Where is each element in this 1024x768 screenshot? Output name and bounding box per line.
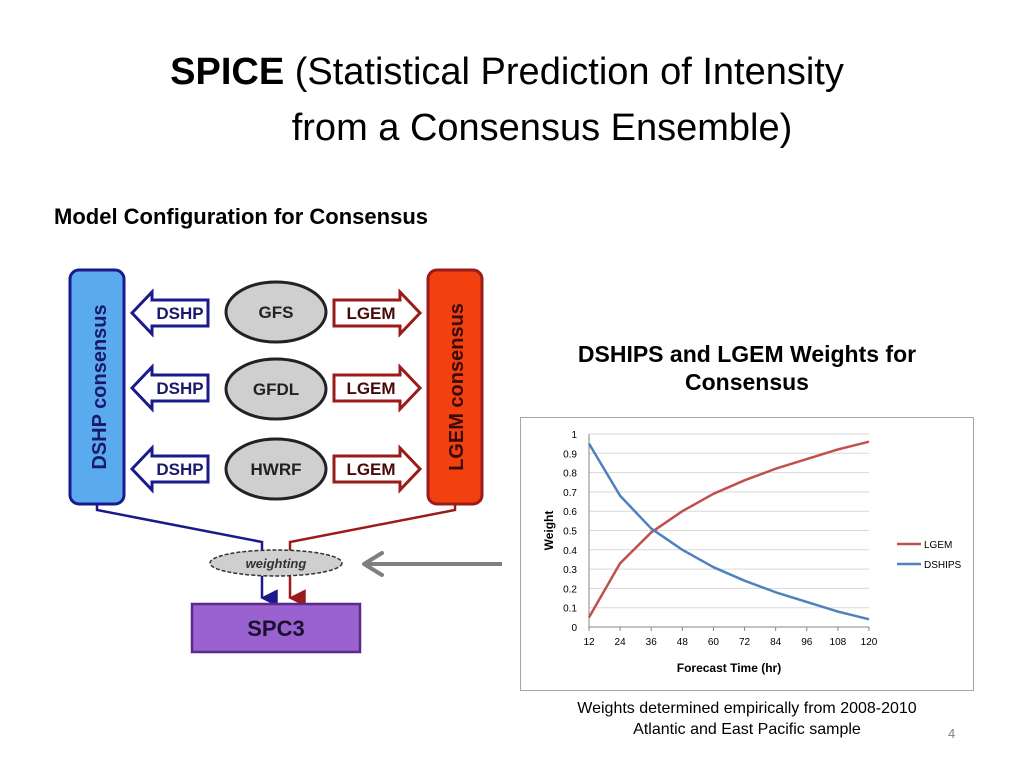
model-oval-gfs — [224, 280, 328, 344]
model-row-hwrf: DSHP HWRF LGEM — [129, 437, 423, 501]
lgem-arrow-gfs — [332, 288, 423, 338]
dshp-arrow-gfs — [129, 288, 210, 338]
chart-note-line2: Atlantic and East Pacific sample — [633, 721, 861, 738]
lgem-arrow-label-hwrf: LGEM — [346, 460, 395, 479]
legend-label-lgem: LGEM — [924, 540, 952, 551]
y-tick-label: 0.1 — [563, 604, 577, 615]
title-expansion-line2: from a Consensus Ensemble) — [291, 107, 793, 149]
chart-note-line1: Weights determined empirically from 2008… — [577, 700, 917, 717]
chart-frame: 0 0.1 0.2 0.3 0.4 0.5 0.6 0.7 0.8 0.9 1 12 24 36 48 60 7… — [520, 417, 974, 691]
dshp-arrow-label-gfs: DSHP — [156, 304, 203, 323]
model-label-gfs: GFS — [259, 303, 294, 322]
x-axis-label: Forecast Time (hr) — [677, 661, 781, 675]
y-tick-label: 0.3 — [563, 565, 577, 576]
legend-label-dships: DSHIPS — [924, 560, 962, 571]
model-oval-hwrf — [224, 437, 328, 501]
x-tick-label: 72 — [739, 637, 751, 648]
x-tick-label: 60 — [708, 637, 720, 648]
chart-heading: DSHIPS and LGEM Weights for Consensus — [577, 341, 917, 395]
y-tick-label: 0.5 — [563, 527, 577, 538]
y-tick-label: 1 — [571, 430, 577, 441]
x-tick-label: 24 — [615, 637, 627, 648]
y-tick-label: 0.9 — [563, 449, 577, 460]
title-expansion-line1: (Statistical Prediction of Intensity — [284, 51, 844, 93]
y-tick-label: 0.2 — [563, 584, 577, 595]
title-acronym: SPICE — [170, 51, 285, 93]
y-tick-label: 0.8 — [563, 469, 577, 480]
pointer-arrow-head — [362, 551, 384, 577]
section-heading: Model Configuration for Consensus — [54, 204, 428, 229]
model-oval-gfdl — [224, 357, 328, 421]
lgem-arrow-label-gfs: LGEM — [346, 304, 395, 323]
weighting-oval — [209, 549, 343, 577]
series-line-lgem — [587, 440, 870, 618]
model-label-gfdl: GFDL — [253, 380, 299, 399]
page-number: 4 — [948, 726, 956, 741]
model-configuration-diagram: DSHP consensus LGEM consensus DSHP GFS L… — [68, 268, 502, 654]
y-tick-label: 0 — [571, 623, 577, 634]
x-tick-label: 96 — [801, 637, 813, 648]
model-row-gfs: DSHP GFS LGEM — [129, 280, 423, 344]
dshp-consensus-label: DSHP consensus — [89, 304, 111, 469]
x-tick-label: 48 — [677, 637, 689, 648]
x-tick-label: 108 — [830, 637, 847, 648]
series-line-dships — [587, 443, 870, 621]
model-label-hwrf: HWRF — [251, 460, 302, 479]
dshp-arrow-label-gfdl: DSHP — [156, 379, 203, 398]
x-tick-label: 84 — [770, 637, 782, 648]
dshp-arrow-gfdl — [129, 363, 210, 413]
lgem-arrow-label-gfdl: LGEM — [346, 379, 395, 398]
y-tick-label: 0.6 — [563, 507, 577, 518]
model-row-gfdl: DSHP GFDL LGEM — [129, 357, 423, 421]
x-tick-label: 36 — [646, 637, 658, 648]
dshp-arrow-label-hwrf: DSHP — [156, 460, 203, 479]
lgem-consensus-label: LGEM consensus — [446, 303, 468, 471]
lgem-arrow-gfdl — [332, 363, 423, 413]
y-axis-label: Weight — [542, 511, 556, 551]
y-tick-label: 0.7 — [563, 488, 577, 499]
dshp-arrow-hwrf — [129, 444, 210, 494]
chart-note: Weights determined empirically from 2008… — [520, 698, 974, 740]
x-tick-label: 120 — [861, 637, 878, 648]
x-tick-label: 12 — [583, 637, 595, 648]
weighting-label: weighting — [246, 556, 307, 571]
lgem-arrow-hwrf — [332, 444, 423, 494]
weights-line-chart: 0 0.1 0.2 0.3 0.4 0.5 0.6 0.7 0.8 0.9 1 12 24 36 48 60 7… — [542, 430, 962, 675]
spc3-output-box — [190, 602, 362, 654]
slide-title: SPICE (Statistical Prediction of Intensi… — [0, 44, 1024, 156]
y-tick-label: 0.4 — [563, 546, 577, 557]
spc3-output-label: SPC3 — [247, 616, 304, 641]
